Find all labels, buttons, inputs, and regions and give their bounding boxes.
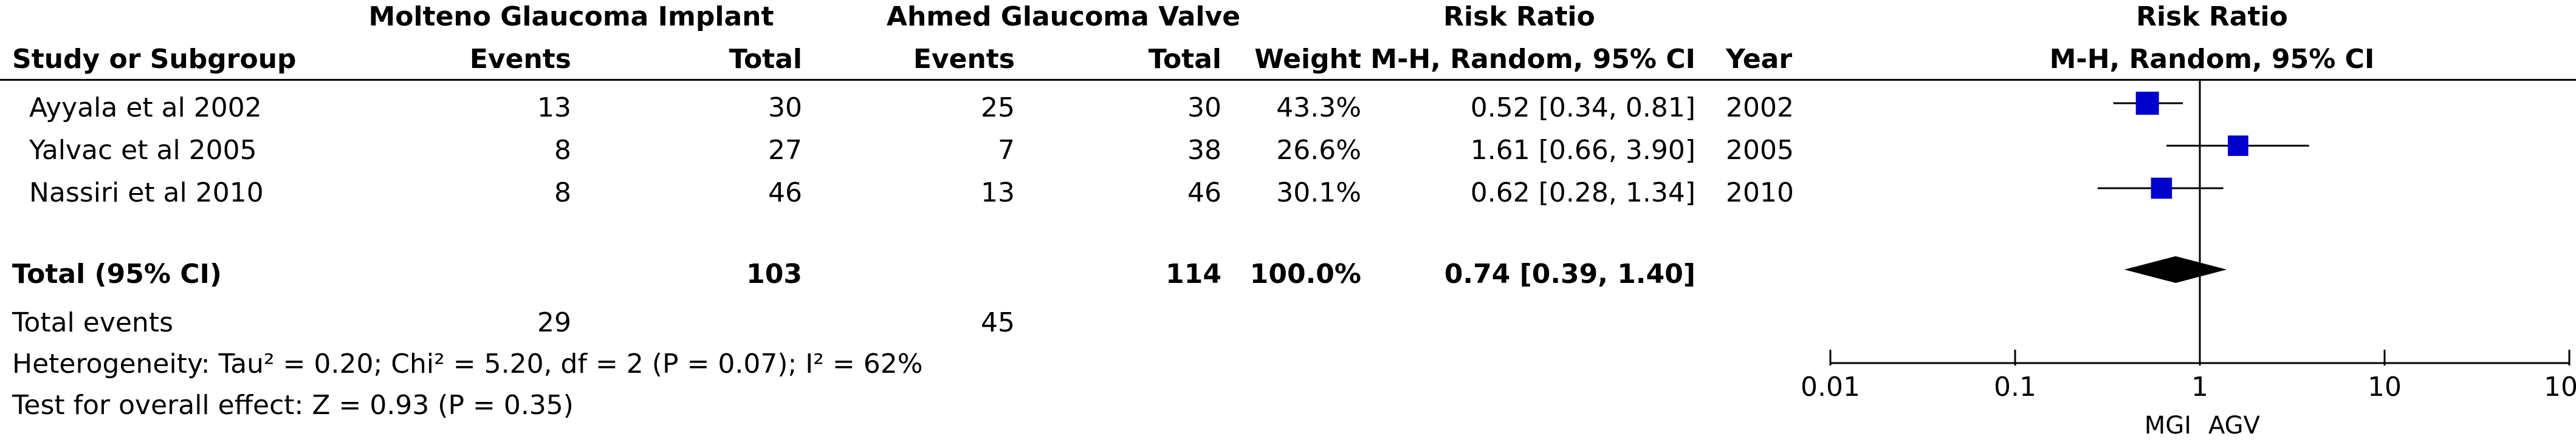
heterogeneity-text: Heterogeneity: Tau² = 0.20; Chi² = 5.20,… <box>12 348 923 379</box>
group2-header: Ahmed Glaucoma Valve <box>886 1 1241 32</box>
events1: 8 <box>554 177 571 208</box>
plot-title: Risk Ratio <box>2136 1 2288 32</box>
x-tick-label: 100 <box>2544 372 2576 403</box>
year: 2002 <box>1726 92 1794 123</box>
events2: 7 <box>998 135 1015 166</box>
x-tick-label: 0.1 <box>1994 372 2036 403</box>
total1: 30 <box>768 92 802 123</box>
study-marker <box>2135 92 2159 115</box>
study-name: Ayyala et al 2002 <box>29 92 262 123</box>
total-weight: 100.0% <box>1249 259 1361 290</box>
total1: 27 <box>768 135 802 166</box>
events2: 25 <box>981 92 1015 123</box>
risk-ratio: 0.52 [0.34, 0.81] <box>1470 92 1695 123</box>
col-events2-header: Events <box>913 44 1015 75</box>
weight: 30.1% <box>1276 177 1361 208</box>
rr-method-header: M-H, Random, 95% CI <box>1370 44 1695 75</box>
col-events1-header: Events <box>469 44 571 75</box>
left-favour-label: MGI <box>2145 412 2191 440</box>
x-tick-label: 0.01 <box>1801 372 1860 403</box>
events2: 13 <box>981 177 1015 208</box>
x-tick-label: 10 <box>2368 372 2402 403</box>
weight: 26.6% <box>1276 135 1361 166</box>
study-marker <box>2228 135 2248 156</box>
total1: 46 <box>768 177 802 208</box>
total2: 30 <box>1187 92 1221 123</box>
study-name: Yalvac et al 2005 <box>29 135 257 166</box>
col-weight-header: Weight <box>1254 44 1361 75</box>
total2: 38 <box>1187 135 1221 166</box>
group1-header: Molteno Glaucoma Implant <box>368 1 774 32</box>
rr-title: Risk Ratio <box>1443 1 1595 32</box>
study-name: Nassiri et al 2010 <box>29 177 264 208</box>
year: 2010 <box>1726 177 1794 208</box>
risk-ratio: 0.62 [0.28, 1.34] <box>1470 177 1695 208</box>
total-events2: 45 <box>981 307 1015 338</box>
total1-sum: 103 <box>746 259 802 290</box>
total-label: Total (95% CI) <box>12 259 222 290</box>
events1: 13 <box>537 92 571 123</box>
col-year-header: Year <box>1726 44 1793 75</box>
col-total1-header: Total <box>729 44 802 75</box>
plot-method-header: M-H, Random, 95% CI <box>2049 44 2375 75</box>
total-events-label: Total events <box>12 307 173 338</box>
study-marker <box>2151 177 2172 199</box>
header-divider <box>0 79 2576 81</box>
x-tick-label: 1 <box>2191 372 2208 403</box>
total2-sum: 114 <box>1166 259 1221 290</box>
total-events1: 29 <box>537 307 571 338</box>
total2: 46 <box>1187 177 1221 208</box>
col-study-header: Study or Subgroup <box>12 44 297 75</box>
pooled-diamond <box>2124 256 2227 283</box>
col-total2-header: Total <box>1148 44 1221 75</box>
risk-ratio: 1.61 [0.66, 3.90] <box>1470 135 1695 166</box>
right-favour-label: AGV <box>2208 412 2261 440</box>
total-risk-ratio: 0.74 [0.39, 1.40] <box>1444 259 1695 290</box>
weight: 43.3% <box>1276 92 1361 123</box>
overall-effect-text: Test for overall effect: Z = 0.93 (P = 0… <box>12 390 574 421</box>
events1: 8 <box>554 135 571 166</box>
year: 2005 <box>1726 135 1794 166</box>
